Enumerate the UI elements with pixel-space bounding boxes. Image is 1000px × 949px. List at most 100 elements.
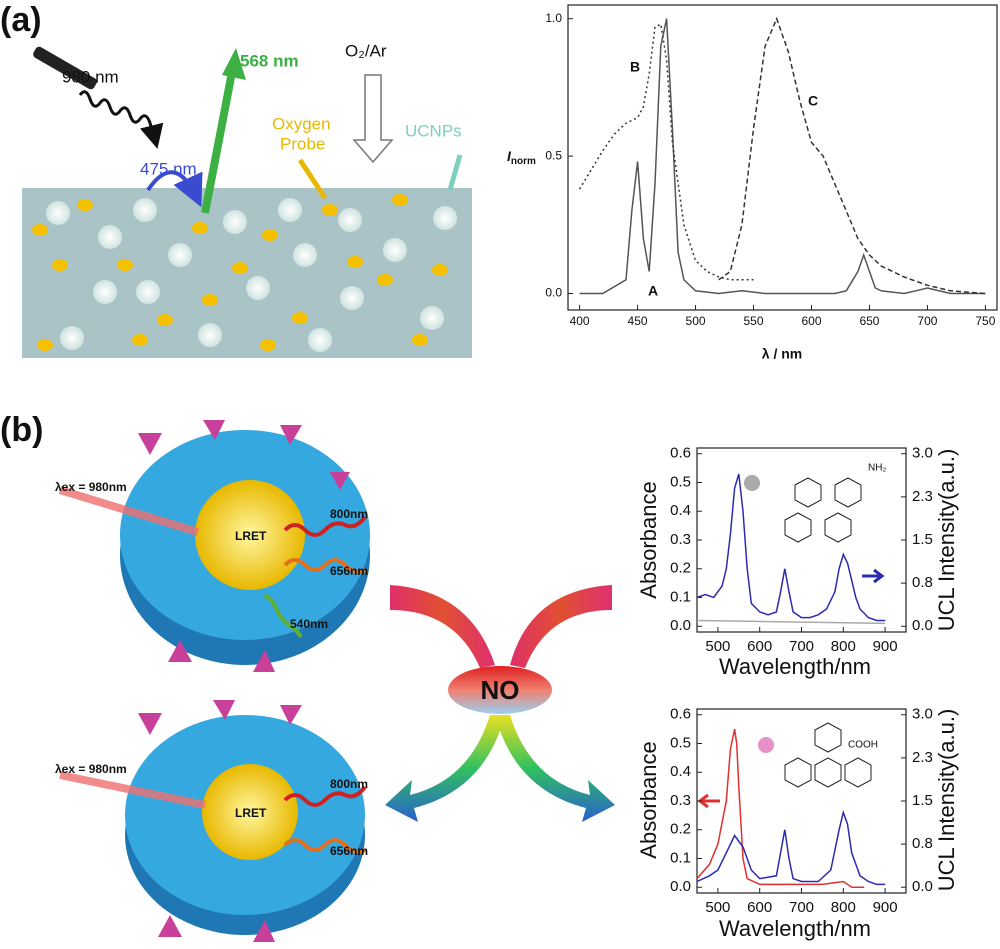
x-tick-label: 500 xyxy=(686,314,706,328)
data-line xyxy=(578,23,754,281)
x-tick-label: 500 xyxy=(705,899,730,916)
y-tick-label: 0.1 xyxy=(670,588,691,605)
y-tick-label: 0.2 xyxy=(670,560,691,577)
nanoparticle-bottom xyxy=(125,700,365,942)
y-tick-label: 0.6 xyxy=(670,706,691,723)
substrate xyxy=(22,188,472,358)
emission-orange xyxy=(283,558,366,574)
dye xyxy=(37,339,53,351)
y2-tick-label: 0.0 xyxy=(912,878,933,895)
probe-label: Probe xyxy=(280,134,325,153)
emission-arrow xyxy=(201,71,236,214)
y-tick-label: 0.0 xyxy=(670,617,691,634)
bead xyxy=(340,286,364,310)
reaction-arrow xyxy=(390,585,495,668)
excitation-beam xyxy=(58,486,200,536)
y-tick-label: 1.0 xyxy=(545,11,562,25)
y2-tick-label: 2.3 xyxy=(912,749,933,766)
dye xyxy=(192,222,208,234)
product-arrow xyxy=(495,715,615,822)
x-tick-label: 600 xyxy=(747,638,772,655)
data-line xyxy=(718,16,986,295)
x-tick-label: 650 xyxy=(859,314,879,328)
probe-ball xyxy=(744,475,760,491)
probe-ball xyxy=(758,737,774,753)
y-tick-label: 0.5 xyxy=(670,734,691,751)
dye xyxy=(392,194,408,206)
panel-label: (a) xyxy=(0,1,42,39)
x-tick-label: 900 xyxy=(873,638,898,655)
bead xyxy=(133,198,157,222)
analyte-label: NO xyxy=(481,675,520,705)
dye xyxy=(77,199,93,211)
x-tick-label: 700 xyxy=(917,314,937,328)
x-tick-label: 400 xyxy=(570,314,590,328)
x-tick-label: 700 xyxy=(789,899,814,916)
x-axis-label: Wavelength/nm xyxy=(719,654,871,679)
y-tick-label: 0.0 xyxy=(670,878,691,895)
emission-label: 568 nm xyxy=(240,51,299,70)
x-axis-label: Wavelength/nm xyxy=(719,916,871,941)
bead xyxy=(278,198,302,222)
gas-label: O₂/Ar xyxy=(345,41,387,60)
data-line xyxy=(696,728,865,889)
excitation-label: λex = 980nm xyxy=(55,480,127,494)
x-tick-label: 500 xyxy=(705,638,730,655)
y-axis-label-sub: norm xyxy=(511,156,536,167)
data-line xyxy=(696,473,886,622)
y2-tick-label: 1.5 xyxy=(912,792,933,809)
particles-pointer xyxy=(447,154,463,191)
y-tick-label: 0.6 xyxy=(670,445,691,462)
x-tick-label: 450 xyxy=(628,314,648,328)
x-tick-label: 800 xyxy=(831,899,856,916)
data-line xyxy=(696,619,886,625)
bead xyxy=(98,225,122,249)
dye xyxy=(292,312,308,324)
y2-tick-label: 3.0 xyxy=(912,706,933,723)
structure-label: COOH xyxy=(848,740,878,751)
x-axis-label: λ / nm xyxy=(762,346,802,362)
bead xyxy=(433,206,457,230)
nanoparticle-top xyxy=(120,420,370,672)
bead xyxy=(223,210,247,234)
y2-tick-label: 3.0 xyxy=(912,445,933,462)
y-tick-label: 0.0 xyxy=(545,286,562,300)
dye xyxy=(262,229,278,241)
x-tick-label: 750 xyxy=(975,314,995,328)
dye xyxy=(157,314,173,326)
y-tick-label: 0.3 xyxy=(670,792,691,809)
dye xyxy=(202,294,218,306)
laser-beam xyxy=(78,90,164,149)
structure-label: NH₂ xyxy=(868,463,886,474)
bead xyxy=(93,280,117,304)
excitation-beam xyxy=(59,771,206,809)
dye xyxy=(322,204,338,216)
data-line xyxy=(579,18,986,295)
bead xyxy=(246,276,270,300)
y-axis-label: Absorbance xyxy=(636,481,661,598)
reaction-arrow xyxy=(510,585,612,668)
y-tick-label: 0.5 xyxy=(545,148,562,162)
particles-label: UCNPs xyxy=(405,121,462,140)
y2-tick-label: 0.0 xyxy=(912,617,933,634)
y2-tick-label: 2.3 xyxy=(912,488,933,505)
dye xyxy=(132,334,148,346)
transfer-label: 475 nm xyxy=(140,159,197,178)
emission-green xyxy=(263,593,303,639)
gas-arrow xyxy=(352,74,394,164)
dye xyxy=(377,274,393,286)
y-tick-label: 0.1 xyxy=(670,849,691,866)
analyte-badge xyxy=(448,666,552,714)
bead xyxy=(308,328,332,352)
bead xyxy=(46,201,70,225)
emission-red xyxy=(283,515,367,537)
emission-red-label: 800nm xyxy=(330,507,368,521)
bead xyxy=(420,306,444,330)
bead xyxy=(198,323,222,347)
axis-arrow xyxy=(862,568,885,584)
emission-red-label: 800nm xyxy=(330,777,368,791)
emission-red xyxy=(283,785,367,807)
y-tick-label: 0.4 xyxy=(670,763,691,780)
dye xyxy=(347,256,363,268)
